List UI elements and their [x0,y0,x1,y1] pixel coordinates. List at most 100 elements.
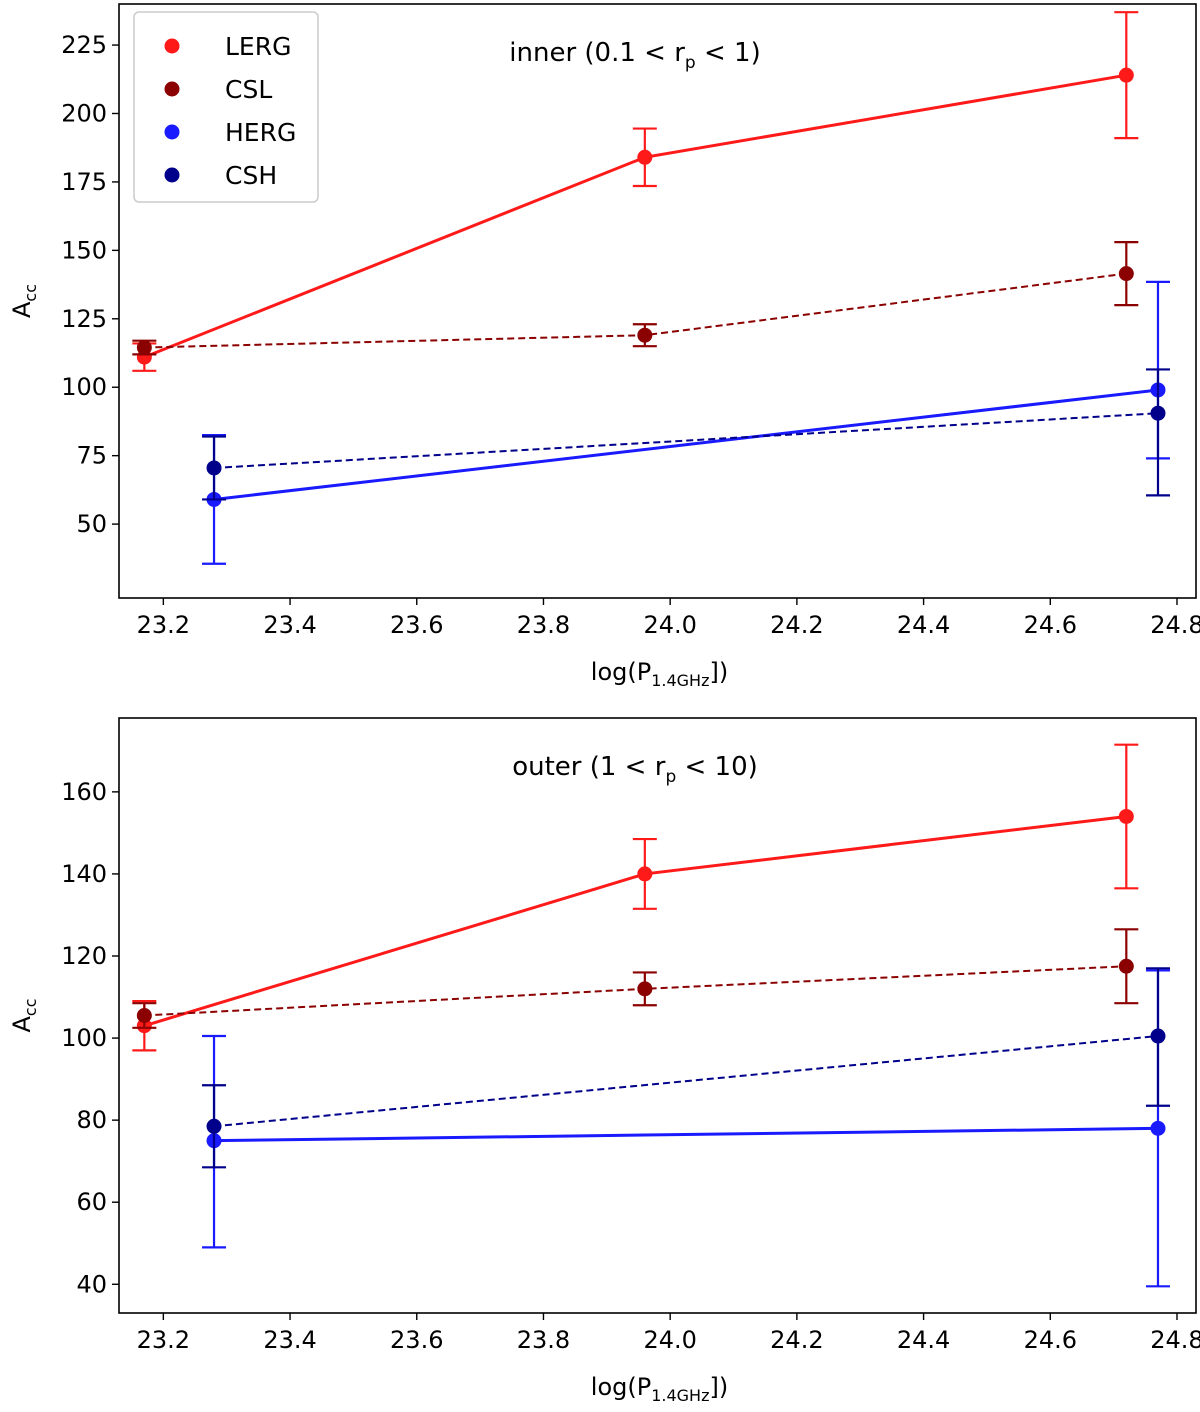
panel-title-sub: p [685,53,696,73]
y-axis-label-main: A [8,301,36,318]
y-tick-label: 100 [61,1024,107,1052]
x-tick-label: 23.2 [137,611,190,639]
panel-title-end: < 1) [696,38,761,68]
legend-marker-csh [164,167,180,183]
data-point [206,1118,222,1134]
legend-label-csl: CSL [225,75,272,104]
series-line-csh [213,1035,1159,1128]
series-csl [132,241,1139,356]
panel-title-main: outer (1 < r [512,752,666,782]
legend-marker-lerg [164,38,180,54]
y-tick-label: 150 [61,236,107,264]
data-point [637,149,653,165]
data-point [1150,405,1166,421]
plot-panel-1: 23.2 23.4 23.6 23.8 24.0 24.2 24.4 24.6 24.8 50 75… [8,3,1200,690]
data-point [637,866,653,882]
data-point [1118,958,1134,974]
x-tick-label: 23.2 [137,1326,190,1354]
y-tick-label: 40 [76,1270,107,1298]
y-axis-label: Acc [8,284,40,318]
plot-frame [118,717,1197,1314]
x-tick-label: 24.2 [770,1326,823,1354]
panel-title-end: < 10) [676,752,758,782]
data-point [637,327,653,343]
x-axis-label-sub: 1.4GHz [651,1386,709,1405]
y-tick-label: 80 [76,1106,107,1134]
y-tick-label: 125 [61,305,107,333]
plot-frame [118,3,1197,599]
series-herg [202,280,1170,565]
y-tick-label: 120 [61,942,107,970]
y-tick-label: 60 [76,1188,107,1216]
panel-title: inner (0.1 < rp < 1) [509,38,760,73]
x-axis-label-sub: 1.4GHz [651,671,709,690]
data-point [1118,67,1134,83]
y-axis-label: Acc [8,998,40,1032]
series-line-csl [144,272,1127,349]
panel-title-main: inner (0.1 < r [509,38,685,68]
x-tick-label: 23.8 [517,1326,570,1354]
panel-title: outer (1 < rp < 10) [512,752,758,787]
x-tick-label: 23.6 [390,1326,443,1354]
x-tick-label: 24.6 [1024,1326,1077,1354]
series-csh [202,368,1170,501]
series-line-csh [213,412,1159,469]
x-axis-label: log(P1.4GHz]) [591,658,728,690]
x-tick-label: 24.4 [897,1326,950,1354]
plot-panel-2: 23.2 23.4 23.6 23.8 24.0 24.2 24.4 24.6 24.8 40 60… [8,717,1200,1405]
legend-marker-herg [164,124,180,140]
x-tick-label: 24.4 [897,611,950,639]
x-tick-label: 24.0 [643,611,696,639]
y-tick-label: 100 [61,373,107,401]
data-point [206,460,222,476]
data-point [1150,1120,1166,1136]
legend-label-lerg: LERG [225,32,291,61]
y-tick-label: 140 [61,860,107,888]
data-point [637,981,653,997]
x-tick-label: 24.8 [1150,611,1200,639]
x-axis-label-end: ]) [709,1373,728,1401]
legend-marker-csl [164,81,180,97]
x-axis-label: log(P1.4GHz]) [591,1373,728,1405]
x-tick-label: 23.4 [263,611,316,639]
y-tick-label: 225 [61,31,107,59]
legend: LERG CSL HERG CSH [133,11,319,203]
y-tick-label: 50 [76,510,107,538]
x-tick-label: 23.4 [263,1326,316,1354]
y-tick-label: 175 [61,168,107,196]
series-line-herg [213,388,1159,501]
x-tick-label: 23.8 [517,611,570,639]
data-point [1150,1028,1166,1044]
x-tick-label: 23.6 [390,611,443,639]
series-line-lerg [143,814,1127,1028]
series-csh [202,967,1170,1169]
data-point [136,340,152,356]
legend-label-csh: CSH [225,161,277,190]
series-lerg [132,743,1139,1052]
data-point [1118,808,1134,824]
x-axis-label-main: log(P [591,1373,651,1401]
y-tick-label: 75 [76,442,107,470]
data-point [1118,266,1134,282]
x-axis-label-end: ]) [709,658,728,686]
series-herg [202,969,1170,1288]
x-tick-label: 24.8 [1150,1326,1200,1354]
data-point [136,1008,152,1023]
legend-box [133,11,319,203]
x-tick-label: 24.2 [770,611,823,639]
x-tick-label: 24.0 [643,1326,696,1354]
legend-label-herg: HERG [225,118,296,147]
y-tick-label: 200 [61,99,107,127]
y-tick-label: 160 [61,778,107,806]
series-line-herg [214,1126,1159,1143]
x-tick-label: 24.6 [1024,611,1077,639]
y-axis-label-sub: cc [21,998,40,1016]
series-line-csl [144,965,1127,1017]
y-axis-label-sub: cc [21,284,40,302]
y-axis-label-main: A [8,1016,36,1033]
x-axis-label-main: log(P [591,658,651,686]
series-csl [132,928,1139,1029]
panel-title-sub: p [665,767,676,787]
